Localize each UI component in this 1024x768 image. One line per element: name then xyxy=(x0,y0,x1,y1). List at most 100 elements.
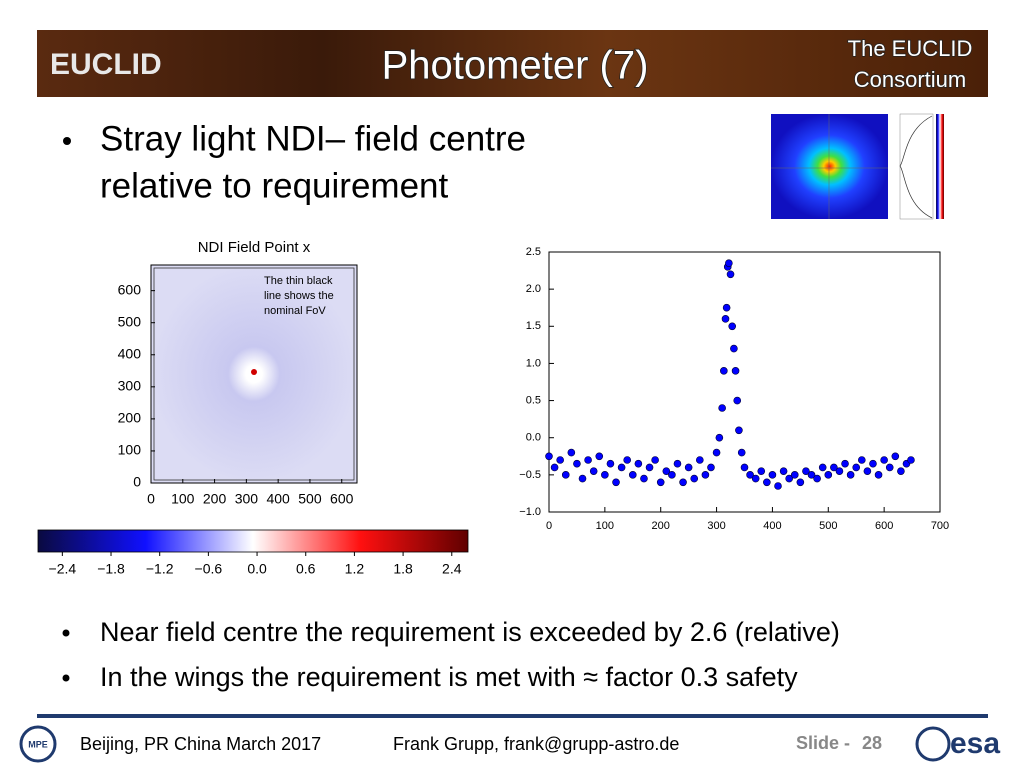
data-point xyxy=(857,456,866,464)
data-point xyxy=(584,456,592,464)
x-tick-label: 100 xyxy=(596,520,614,532)
data-point xyxy=(690,474,699,483)
y-tick-label: 1.0 xyxy=(526,357,541,369)
data-point xyxy=(634,459,643,468)
mpe-logo xyxy=(19,725,57,763)
data-point xyxy=(640,474,648,483)
fov-line xyxy=(153,267,355,481)
thumb-colorbar xyxy=(936,114,944,219)
data-point xyxy=(718,404,726,412)
thumb-curve xyxy=(899,115,933,219)
data-point xyxy=(818,463,827,472)
colorbar-tick-label: 0.6 xyxy=(296,561,316,577)
consortium: The EUCLID xyxy=(848,36,973,61)
y-tick-label: −0.5 xyxy=(519,469,541,481)
logo-text: EUCLID xyxy=(50,48,162,81)
bullet-dot xyxy=(62,629,70,637)
bullet-text: Near field centre the requirement is exc… xyxy=(100,617,840,647)
data-point xyxy=(757,467,766,475)
y-tick-label: 0.5 xyxy=(526,394,541,406)
data-point xyxy=(573,459,581,468)
data-point xyxy=(802,467,810,475)
bullet-dot xyxy=(63,137,71,145)
data-point xyxy=(617,463,626,472)
thumb-map xyxy=(771,114,888,219)
x-tick-label: 500 xyxy=(819,520,837,532)
colorbar-tick-label: 0.0 xyxy=(247,561,267,577)
x-tick-label: 200 xyxy=(652,520,670,532)
thumb-profile xyxy=(899,113,934,220)
data-point xyxy=(790,471,799,479)
data-point xyxy=(606,459,615,468)
data-point xyxy=(746,471,754,479)
y-tick-label: 200 xyxy=(118,410,142,426)
x-tick-label: 600 xyxy=(875,520,893,532)
y-tick-label: 400 xyxy=(118,345,142,361)
bullet-text: In the wings the requirement is met with… xyxy=(100,662,798,692)
data-point xyxy=(731,367,740,375)
data-point xyxy=(907,456,915,464)
data-point xyxy=(735,426,743,435)
data-point xyxy=(897,467,905,475)
data-point xyxy=(824,471,833,479)
hotspot xyxy=(251,369,257,375)
scatter-chart: 0 100 200 300 400 500 600 700 −1.0 −0.5 0.0 0.5 1.0 1… xyxy=(519,246,949,532)
data-point xyxy=(846,471,855,479)
data-point xyxy=(628,471,637,479)
data-point xyxy=(567,448,576,457)
data-point xyxy=(796,478,805,487)
slide-number: 28 xyxy=(862,733,882,753)
data-point xyxy=(733,396,742,405)
data-point xyxy=(701,471,710,479)
data-point xyxy=(730,344,738,353)
data-point xyxy=(656,478,665,487)
data-point xyxy=(601,471,609,479)
y-tick-label: 2.0 xyxy=(526,283,541,295)
footer-place: Beijing, PR China March 2017 xyxy=(80,734,321,754)
annotation: nominal FoV xyxy=(264,305,326,317)
data-point xyxy=(779,467,788,475)
header-banner xyxy=(37,30,988,97)
bullet-text: relative to requirement xyxy=(100,166,448,205)
mpe-text: MPE xyxy=(28,739,48,749)
colorbar-tick-label: −0.6 xyxy=(195,561,223,577)
footer-rule xyxy=(37,714,988,718)
data-point xyxy=(721,315,730,323)
annotation: The thin black xyxy=(264,275,333,287)
data-point xyxy=(869,459,877,468)
data-point xyxy=(835,467,844,475)
data-point xyxy=(556,456,564,464)
colorbar xyxy=(37,529,469,553)
x-tick-label: 400 xyxy=(763,520,781,532)
y-tick-label: −1.0 xyxy=(519,506,541,518)
colorbar-tick-label: 1.2 xyxy=(345,561,365,577)
data-point xyxy=(720,367,728,375)
data-point xyxy=(885,463,894,472)
data-point xyxy=(725,259,733,267)
x-tick-label: 0 xyxy=(147,491,155,507)
footer-author: Frank Grupp, frank@grupp-astro.de xyxy=(393,734,679,754)
chart-title: NDI Field Point x xyxy=(198,239,311,256)
data-point xyxy=(807,471,816,479)
data-point xyxy=(785,474,793,483)
data-point xyxy=(768,471,777,479)
y-tick-label: 1.5 xyxy=(526,320,541,332)
data-point xyxy=(880,456,888,464)
data-point xyxy=(740,463,749,472)
y-tick-label: 0 xyxy=(133,474,141,490)
data-point xyxy=(595,452,604,461)
data-point xyxy=(550,463,559,472)
slide-label: Slide - xyxy=(796,733,855,753)
annotation: line shows the xyxy=(264,290,334,302)
colorbar-tick-label: −2.4 xyxy=(49,561,77,577)
x-tick-label: 300 xyxy=(235,491,259,507)
data-point xyxy=(737,448,746,457)
data-point xyxy=(715,433,724,442)
x-tick-label: 300 xyxy=(707,520,725,532)
data-point xyxy=(726,270,735,279)
x-tick-label: 700 xyxy=(931,520,949,532)
data-point xyxy=(830,463,838,472)
thumbnail xyxy=(771,113,944,220)
data-point xyxy=(668,471,676,479)
